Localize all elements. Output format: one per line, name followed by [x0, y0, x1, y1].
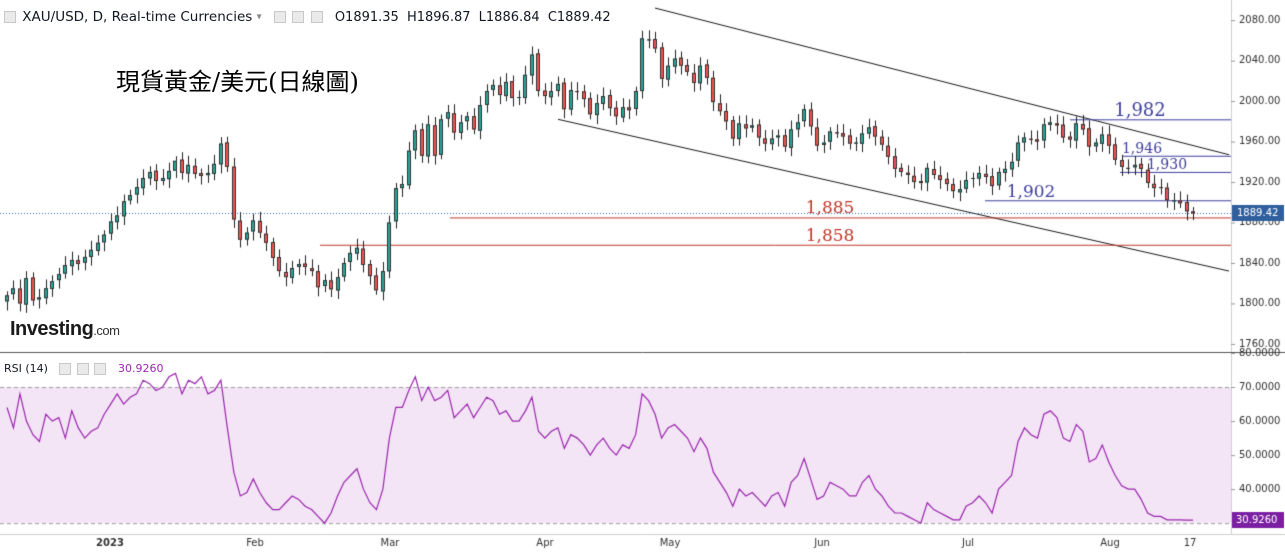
rsi-close-icon[interactable]	[94, 363, 107, 375]
visibility-icon[interactable]	[273, 11, 286, 23]
chart-title: 現貨黃金/美元(日線圖)	[116, 68, 359, 96]
high-value: H1896.87	[406, 9, 471, 25]
low-value: L1886.84	[478, 9, 540, 25]
collapse-icon[interactable]	[4, 11, 16, 23]
rsi-header: RSI (14) 30.9260	[4, 362, 163, 375]
close-value: C1889.42	[547, 9, 611, 25]
investing-logo: Investing.com	[10, 318, 120, 341]
symbol-label[interactable]: XAU/USD, D, Real-time Currencies	[22, 9, 253, 25]
settings-icon[interactable]	[292, 11, 305, 23]
chevron-down-icon[interactable]: ▾	[256, 11, 262, 23]
chart-header: XAU/USD, D, Real-time Currencies ▾ O1891…	[4, 9, 611, 25]
logo-suffix: .com	[93, 323, 120, 338]
logo-text: Investing	[10, 318, 94, 340]
rsi-value: 30.9260	[117, 362, 164, 375]
rsi-visibility-icon[interactable]	[59, 363, 72, 375]
more-icon[interactable]	[310, 11, 323, 23]
rsi-label[interactable]: RSI (14)	[4, 362, 48, 375]
rsi-settings-icon[interactable]	[76, 363, 89, 375]
open-value: O1891.35	[334, 9, 399, 25]
